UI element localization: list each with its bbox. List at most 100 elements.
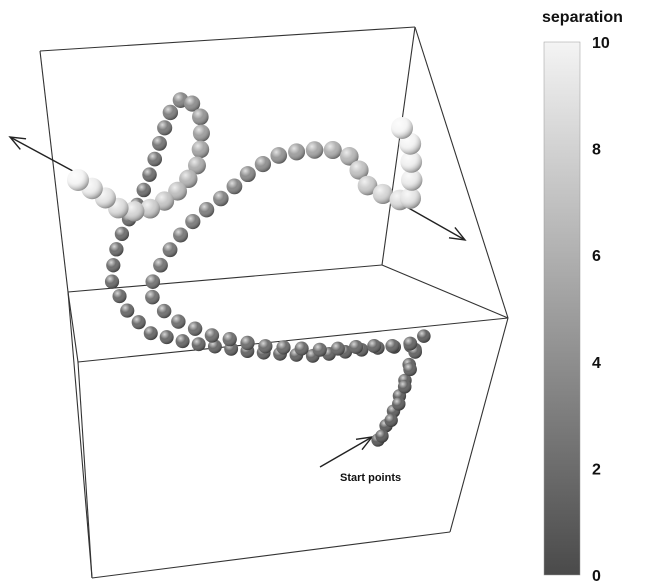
colorbar: separation 10 8 6 4 2 0	[542, 9, 623, 583]
trajectory-point	[145, 274, 161, 289]
trajectory-point	[153, 257, 168, 273]
colorbar-tick-label: 4	[592, 355, 601, 372]
trajectory-point	[204, 328, 220, 343]
trajectory-point	[109, 242, 124, 257]
trajectory-point	[175, 334, 190, 349]
trajectory-point	[147, 151, 163, 167]
start-points-label: Start points	[340, 472, 401, 484]
trajectory-point	[159, 330, 174, 345]
trajectory-point	[222, 332, 237, 347]
colorbar-tick-label: 10	[592, 35, 610, 52]
trajectory-point	[142, 167, 157, 182]
box-edge	[67, 291, 79, 363]
trajectory-point	[417, 329, 431, 343]
trajectory-point	[191, 140, 210, 159]
box-edge	[77, 361, 93, 579]
trajectory-point	[403, 336, 418, 351]
trajectory-point	[152, 135, 167, 151]
trajectory-point	[349, 160, 369, 180]
trajectory-point	[400, 151, 423, 173]
trajectory-point	[198, 202, 215, 218]
trajectory-point	[403, 362, 417, 377]
trajectory-point	[136, 182, 151, 198]
box-edge	[77, 317, 509, 363]
trajectory-point	[157, 120, 173, 136]
trajectory-point	[168, 181, 187, 201]
box-edge	[67, 264, 383, 293]
trajectory-point	[276, 340, 291, 355]
colorbar-tick-label: 6	[592, 248, 601, 265]
trajectory-point	[340, 146, 359, 166]
box-edge	[449, 317, 509, 533]
trajectory-point	[143, 326, 158, 341]
trajectory-point	[391, 117, 413, 139]
trajectory-point	[140, 198, 161, 219]
trajectory-point	[305, 141, 324, 159]
trajectory-point	[104, 274, 120, 289]
trajectory-point	[192, 108, 209, 126]
trajectory-point	[185, 213, 201, 230]
trajectory-1	[67, 92, 431, 447]
trajectory-point	[120, 303, 135, 318]
trajectory-point	[385, 339, 400, 353]
box-edge	[381, 26, 416, 266]
trajectory-point	[397, 379, 412, 394]
trajectory-point	[400, 169, 423, 191]
trajectory-2	[145, 117, 423, 443]
trajectory-point	[294, 341, 309, 356]
trajectory-point	[399, 187, 422, 209]
trajectory-point	[114, 226, 130, 241]
trajectory-point	[367, 339, 382, 353]
trajectory-point	[270, 147, 288, 164]
box-edge	[39, 26, 416, 52]
colorbar-gradient	[543, 41, 581, 576]
trajectory-point	[179, 169, 198, 189]
box-edge	[91, 531, 451, 579]
trajectory-point	[188, 156, 206, 175]
trajectory-point	[384, 413, 398, 427]
box-edge	[414, 26, 509, 319]
box-edge	[67, 291, 93, 579]
start-points-arrow	[319, 436, 374, 468]
box-edge	[381, 264, 509, 319]
trajectory-point	[187, 321, 203, 336]
trajectory-point	[258, 339, 273, 354]
trajectory-point	[330, 341, 345, 356]
trajectory-point	[124, 201, 145, 222]
trajectory-point	[226, 178, 243, 195]
colorbar-tick-label: 0	[592, 568, 601, 583]
trajectory-point	[323, 140, 342, 160]
trajectory-point	[171, 314, 186, 329]
trajectory-point	[145, 289, 160, 305]
bounding-box	[39, 26, 509, 579]
trajectory-point	[191, 337, 206, 352]
trajectory-point	[288, 143, 306, 161]
trajectory-point	[239, 166, 256, 183]
trajectory-point	[372, 183, 393, 205]
trajectory-point	[67, 169, 89, 191]
trajectory-point	[213, 190, 229, 207]
trajectory-point	[131, 315, 146, 330]
trajectory-point	[349, 339, 363, 354]
colorbar-tick-label: 2	[592, 461, 601, 478]
right-direction-arrow	[404, 205, 467, 241]
colorbar-tick-label: 8	[592, 142, 601, 159]
trajectory-point	[207, 339, 222, 354]
trajectory-point	[162, 242, 178, 258]
colorbar-label: separation	[542, 9, 623, 26]
trajectory-point	[192, 124, 210, 142]
trajectory-point	[312, 342, 327, 357]
trajectory-point	[357, 175, 378, 196]
trajectory-point	[156, 303, 172, 319]
trajectory-point	[392, 397, 406, 411]
trajectory-point	[106, 258, 121, 273]
trajectory-point	[112, 289, 127, 304]
trajectory-point	[240, 335, 255, 351]
box-edge	[39, 50, 69, 293]
trajectory-point	[173, 227, 189, 243]
trajectory-point	[162, 104, 179, 121]
trajectory-point	[254, 155, 272, 173]
trajectory-point	[375, 429, 389, 443]
trajectory-point	[184, 95, 201, 112]
